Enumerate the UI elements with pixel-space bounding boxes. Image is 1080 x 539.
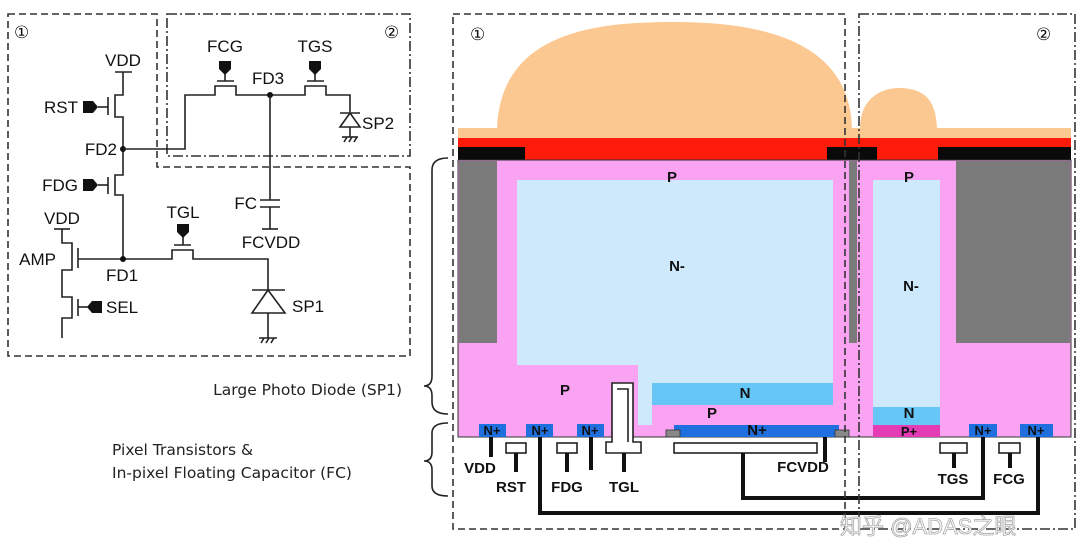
tgs-gate-pad-icon (309, 61, 321, 75)
vdd-top-label: VDD (105, 51, 141, 70)
pixel-transistors-annotation-line2: In-pixel Floating Capacitor (FC) (112, 464, 352, 482)
fcg-gate (998, 442, 1021, 454)
fd2-fd3-wire (123, 85, 351, 150)
fc-contact-pad (665, 429, 681, 438)
region2-marker: ② (384, 23, 399, 42)
sp1-label: SP1 (292, 297, 324, 316)
n-plus-fc-label: N+ (747, 422, 767, 439)
region2-boundary-cross-section (858, 13, 1076, 530)
circuit-schematic: ① ② VDD RST FD2 FDG VDD AMP SEL FD1 TGL (7, 13, 411, 357)
isolation-trenches (459, 161, 1070, 343)
n-large-label: N (740, 385, 751, 402)
fc-n-plus (674, 425, 839, 437)
fcg-label: FCG (207, 37, 243, 56)
vdd-terminal-label: VDD (464, 460, 496, 477)
fcvdd-label: FCVDD (242, 233, 301, 252)
sp1-photodiode-icon (250, 288, 287, 344)
pixel-transistors-brace (423, 422, 449, 497)
large-photodiode-annotation: Large Photo Diode (SP1) (213, 381, 402, 399)
fc-capacitor-icon (260, 199, 280, 208)
small-pd-p-plus (873, 425, 940, 437)
fcg-terminal-label: FCG (993, 471, 1025, 488)
large-microlens (497, 22, 852, 129)
tgl-terminal-label: TGL (609, 479, 639, 496)
vdd-amp-label: VDD (44, 209, 80, 228)
fcg-gate-pad-icon (219, 61, 231, 75)
n-plus-label: N+ (975, 423, 992, 438)
n-plus-label: N+ (582, 423, 599, 438)
p-left-label: P (560, 382, 570, 399)
fdg-label: FDG (42, 176, 78, 195)
n-plus-label: N+ (1028, 423, 1045, 438)
p-top-small-label: P (904, 169, 914, 186)
fdg-terminal-label: FDG (551, 479, 583, 496)
p-mid-label: P (707, 405, 717, 422)
fd1-tgl-wire (78, 249, 269, 290)
fd2-to-fcg-wire (538, 437, 1040, 515)
n-small-label: N (904, 405, 915, 422)
fc-label: FC (234, 194, 257, 213)
amp-sel-transistor-chain (61, 229, 73, 338)
n-plus-diffusions (479, 424, 1053, 437)
fd1-node (120, 256, 126, 262)
region1-boundary (7, 13, 411, 357)
rst-fdg-transistor-chain (114, 72, 124, 259)
rst-gate-pad-icon (83, 101, 98, 113)
region1-marker: ① (470, 25, 485, 44)
rst-terminal-label: RST (496, 479, 526, 496)
n-plus-label: N+ (532, 423, 549, 438)
light-shields (458, 147, 1071, 160)
fc-top-plate (673, 442, 818, 454)
small-pd-n-minus (873, 180, 940, 407)
fd3-label: FD3 (252, 69, 284, 88)
watermark: 知乎 @ADAS之眼 (840, 514, 1016, 539)
sp2-photodiode-icon (338, 111, 362, 143)
tgl-gate-inner (617, 388, 629, 442)
n-plus-label: N+ (484, 423, 501, 438)
small-microlens (860, 88, 937, 129)
p-top-large-label: P (667, 169, 677, 186)
tgl-vertical-gate (605, 382, 642, 454)
large-photodiode-brace (423, 157, 449, 415)
p-plus-small-label: P+ (901, 424, 918, 439)
region2-boundary (166, 13, 411, 157)
sp2-label: SP2 (362, 114, 394, 133)
color-filter (458, 138, 1071, 160)
fc-to-fd3-wire (741, 437, 985, 500)
tgs-gate (939, 442, 968, 454)
n-minus-large-label: N- (669, 258, 685, 275)
fdg-gate-pad-icon (83, 179, 98, 191)
amp-label: AMP (19, 250, 56, 269)
tgs-terminal-label: TGS (938, 471, 969, 488)
tgl-label: TGL (166, 203, 199, 222)
fdg-gate (556, 442, 578, 454)
large-pd-n-layer (652, 383, 833, 405)
tgs-label: TGS (298, 37, 333, 56)
lens-base-layer (458, 128, 1071, 138)
fc-contact-pad (834, 429, 850, 438)
fcvdd-terminal-label: FCVDD (777, 459, 829, 476)
region1-marker: ① (14, 23, 29, 42)
region1-boundary-cross-section (452, 13, 846, 530)
tgl-gate-pad-icon (177, 224, 189, 238)
n-minus-small-label: N- (903, 278, 919, 295)
sel-gate-pad-icon (87, 301, 102, 313)
large-pd-n-minus (517, 180, 833, 425)
annotations: Large Photo Diode (SP1) Pixel Transistor… (112, 157, 449, 497)
small-pd-n-layer (873, 407, 940, 425)
fd1-label: FD1 (106, 266, 138, 285)
region2-marker: ② (1036, 25, 1051, 44)
pixel-transistors-annotation-line1: Pixel Transistors & (112, 441, 253, 459)
rst-gate (505, 442, 527, 454)
fd2-label: FD2 (85, 140, 117, 159)
rst-label: RST (44, 98, 78, 117)
sel-label: SEL (106, 298, 138, 317)
pixel-cross-section: P N- P N P N+ P N- N P+ N+ N+ N+ N+ N+ (452, 13, 1076, 530)
